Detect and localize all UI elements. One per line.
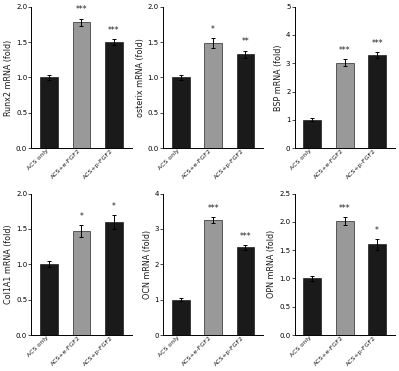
Bar bbox=[336, 221, 354, 335]
Bar bbox=[336, 63, 354, 148]
Y-axis label: osterix mRNA (fold): osterix mRNA (fold) bbox=[136, 38, 145, 117]
Bar bbox=[105, 222, 123, 335]
Bar bbox=[40, 264, 58, 335]
Y-axis label: OCN mRNA (fold): OCN mRNA (fold) bbox=[142, 230, 152, 299]
Y-axis label: BSP mRNA (fold): BSP mRNA (fold) bbox=[274, 44, 283, 111]
Bar bbox=[304, 278, 321, 335]
Bar bbox=[304, 120, 321, 148]
Y-axis label: OPN mRNA (fold): OPN mRNA (fold) bbox=[267, 230, 277, 298]
Text: *: * bbox=[211, 25, 215, 34]
Bar bbox=[204, 43, 222, 148]
Text: ***: *** bbox=[371, 39, 383, 48]
Text: ***: *** bbox=[76, 6, 87, 14]
Text: *: * bbox=[79, 212, 83, 221]
Bar bbox=[105, 42, 123, 148]
Text: *: * bbox=[112, 201, 116, 210]
Bar bbox=[40, 78, 58, 148]
Text: ***: *** bbox=[108, 26, 120, 35]
Bar bbox=[172, 300, 190, 335]
Bar bbox=[172, 78, 190, 148]
Text: ***: *** bbox=[339, 204, 350, 213]
Bar bbox=[368, 55, 386, 148]
Text: ***: *** bbox=[339, 46, 350, 55]
Y-axis label: Runx2 mRNA (fold): Runx2 mRNA (fold) bbox=[4, 39, 13, 115]
Text: ***: *** bbox=[240, 232, 251, 240]
Text: ***: *** bbox=[207, 204, 219, 213]
Bar bbox=[73, 231, 91, 335]
Bar bbox=[204, 220, 222, 335]
Bar bbox=[73, 22, 91, 148]
Text: *: * bbox=[375, 226, 379, 234]
Bar bbox=[237, 247, 254, 335]
Y-axis label: Col1A1 mRNA (fold): Col1A1 mRNA (fold) bbox=[4, 224, 13, 304]
Bar bbox=[368, 244, 386, 335]
Text: **: ** bbox=[241, 37, 249, 46]
Bar bbox=[237, 54, 254, 148]
